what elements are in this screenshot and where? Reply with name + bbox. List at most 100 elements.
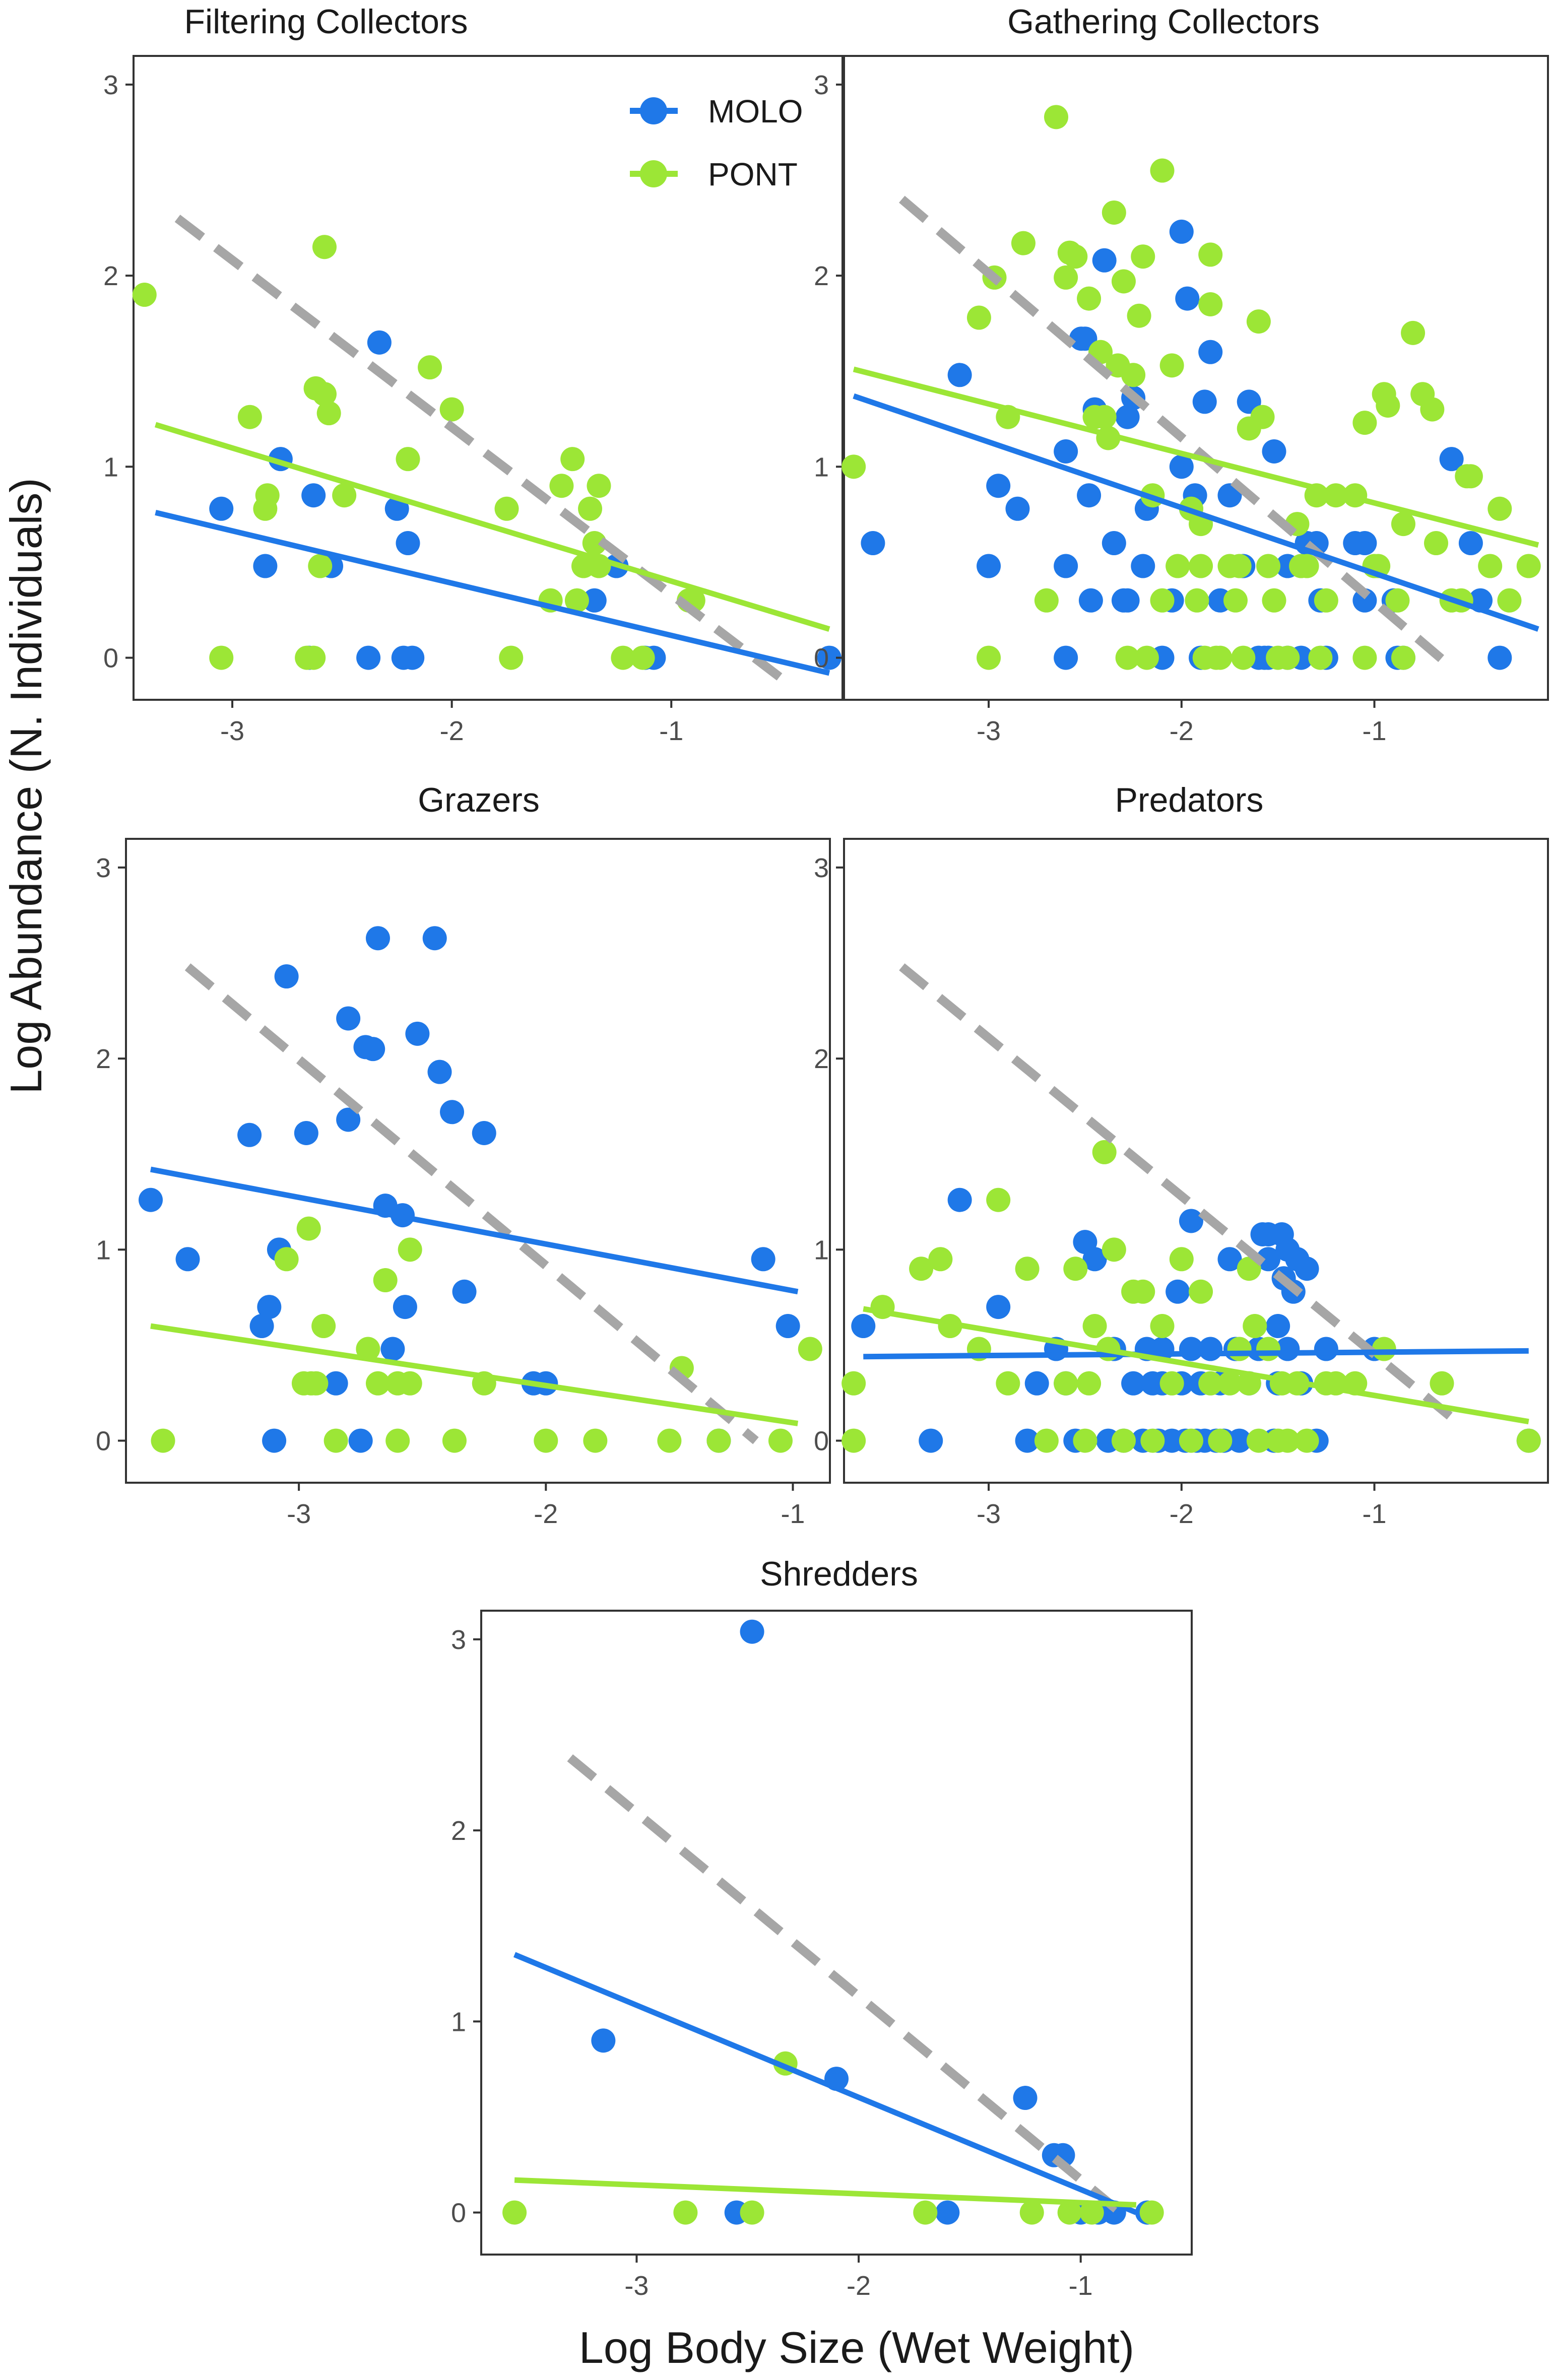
point-pont: [237, 405, 262, 429]
point-molo: [257, 1295, 282, 1319]
point-pont: [768, 1428, 793, 1453]
y-tick-label: 3: [814, 70, 829, 100]
point-pont: [398, 1371, 422, 1396]
point-pont: [311, 1314, 336, 1339]
point-pont: [1063, 244, 1088, 269]
point-pont: [534, 1428, 558, 1453]
point-pont: [502, 2200, 527, 2225]
point-pont: [1352, 411, 1377, 435]
point-pont: [1198, 242, 1223, 267]
point-pont: [1275, 1428, 1300, 1453]
fit-line-pont: [853, 366, 1539, 548]
x-tick-label: -3: [977, 1499, 1001, 1529]
point-molo: [139, 1187, 163, 1212]
point-molo: [1121, 1371, 1146, 1396]
point-pont: [578, 496, 603, 521]
point-molo: [935, 2200, 960, 2225]
panel-title: Grazers: [418, 781, 540, 819]
point-molo: [1352, 531, 1377, 556]
point-molo: [393, 1295, 417, 1319]
point-pont: [587, 474, 611, 498]
y-axis-title: Log Abundance (N. Individuals): [1, 478, 51, 1094]
point-pont: [1256, 1337, 1281, 1361]
reference-line: [184, 963, 759, 1444]
point-pont: [909, 1257, 934, 1281]
point-molo: [591, 2028, 616, 2053]
fit-line-pont: [514, 2177, 1137, 2208]
point-pont: [1424, 531, 1449, 556]
point-molo: [1227, 1428, 1252, 1453]
point-pont: [1401, 320, 1426, 345]
point-pont: [1054, 265, 1078, 290]
y-tick-label: 3: [451, 1625, 466, 1655]
point-pont: [1102, 200, 1126, 225]
y-tick-label: 2: [103, 261, 118, 291]
point-molo: [1078, 588, 1103, 613]
point-pont: [1063, 1257, 1088, 1281]
y-tick-label: 1: [96, 1235, 111, 1265]
point-pont: [439, 397, 464, 422]
point-pont: [1077, 1371, 1102, 1396]
point-pont: [1208, 1428, 1233, 1453]
point-pont: [1497, 588, 1522, 613]
y-tick-label: 1: [814, 1235, 829, 1265]
point-pont: [740, 2200, 764, 2225]
point-molo: [396, 531, 420, 556]
point-molo: [323, 1371, 348, 1396]
point-pont: [1295, 554, 1319, 578]
point-pont: [1131, 244, 1155, 269]
point-pont: [1372, 1337, 1396, 1361]
point-pont: [499, 645, 524, 670]
x-tick-label: -3: [977, 716, 1001, 746]
fit-line-molo: [863, 1348, 1529, 1360]
y-tick-label: 1: [814, 452, 829, 482]
point-pont: [1159, 353, 1184, 378]
reference-line: [567, 1754, 1128, 2220]
point-molo: [1179, 1209, 1203, 1233]
point-pont: [1044, 105, 1069, 129]
point-pont: [966, 305, 991, 330]
point-pont: [1189, 554, 1213, 578]
point-pont: [301, 645, 326, 670]
point-pont: [1166, 554, 1190, 578]
point-molo: [582, 588, 607, 613]
y-tick-label: 0: [814, 1426, 829, 1457]
y-tick-label: 2: [814, 261, 829, 291]
fit-line-molo: [155, 510, 830, 676]
point-molo: [751, 1247, 775, 1272]
reference-line: [898, 195, 1455, 671]
point-pont: [1458, 464, 1483, 489]
point-pont: [296, 1216, 321, 1241]
point-molo: [336, 1107, 361, 1132]
point-molo: [348, 1428, 373, 1453]
point-pont: [442, 1428, 467, 1453]
fit-line-pont: [150, 1323, 799, 1426]
fit-line-pont: [863, 1306, 1529, 1425]
point-molo: [1439, 447, 1464, 472]
point-pont: [1275, 645, 1300, 670]
point-molo: [237, 1122, 262, 1147]
point-molo: [1198, 340, 1223, 364]
x-tick-label: -2: [440, 716, 464, 746]
point-pont: [1077, 286, 1102, 311]
point-molo: [1198, 1337, 1223, 1361]
point-molo: [400, 645, 425, 670]
point-pont: [560, 447, 585, 472]
fit-line-molo: [513, 1952, 1137, 2215]
point-pont: [494, 496, 519, 521]
y-tick-label: 3: [103, 70, 118, 100]
point-molo: [1015, 1428, 1040, 1453]
point-pont: [1139, 2200, 1164, 2225]
y-tick-label: 1: [103, 452, 118, 482]
point-molo: [274, 964, 299, 989]
point-pont: [1376, 393, 1400, 418]
point-pont: [1391, 512, 1415, 537]
point-molo: [365, 926, 390, 951]
point-pont: [564, 588, 589, 613]
point-pont: [274, 1247, 299, 1272]
point-molo: [919, 1428, 943, 1453]
point-molo: [947, 363, 972, 387]
point-pont: [1385, 588, 1410, 613]
point-pont: [1246, 1428, 1271, 1453]
